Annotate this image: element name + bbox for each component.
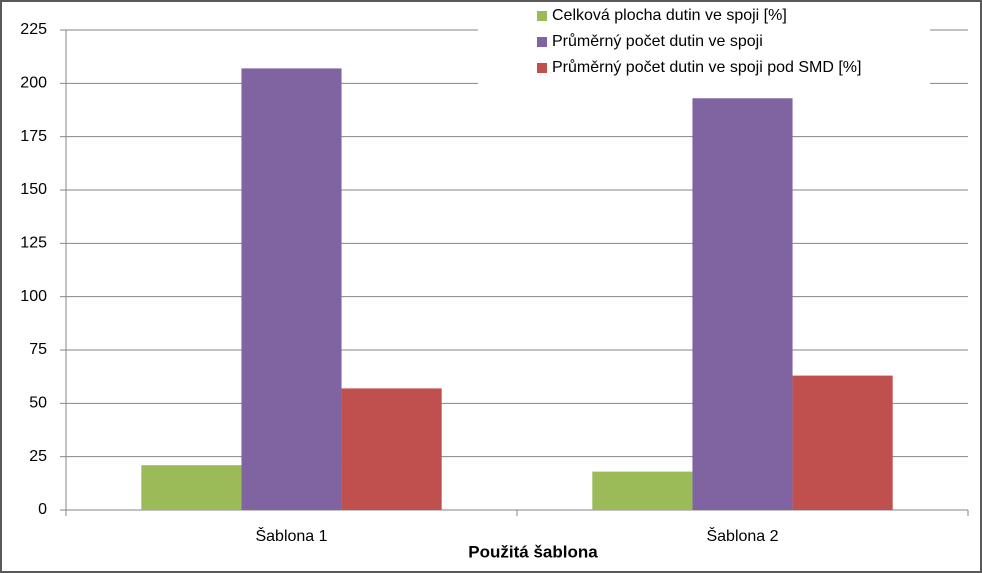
bar (592, 471, 693, 510)
legend-box (478, 2, 930, 86)
y-tick-label: 100 (20, 288, 47, 305)
y-tick-label: 75 (29, 341, 47, 358)
x-axis-title: Použitá šablona (468, 542, 598, 561)
bar (341, 388, 442, 510)
bar (241, 68, 342, 511)
y-tick-label: 25 (29, 448, 47, 465)
y-tick-label: 0 (38, 501, 47, 518)
legend-label: Celková plocha dutin ve spoji [%] (552, 7, 787, 24)
x-tick-label: Šablona 1 (255, 526, 327, 545)
y-tick-label: 125 (20, 235, 47, 252)
y-tick-label: 225 (20, 21, 47, 38)
legend-swatch (537, 37, 547, 47)
bar (792, 375, 893, 510)
x-tick-label: Šablona 2 (706, 526, 778, 545)
legend-swatch (537, 63, 547, 73)
y-tick-label: 200 (20, 75, 47, 92)
y-tick-label: 175 (20, 128, 47, 145)
bar (141, 465, 242, 510)
y-tick-label: 50 (29, 395, 47, 412)
legend-label: Průměrný počet dutin ve spoji (552, 32, 763, 50)
legend-label: Průměrný počet dutin ve spoji pod SMD [%… (552, 58, 861, 76)
legend-swatch (537, 11, 547, 21)
y-tick-label: 150 (20, 181, 47, 198)
bar (692, 98, 793, 511)
